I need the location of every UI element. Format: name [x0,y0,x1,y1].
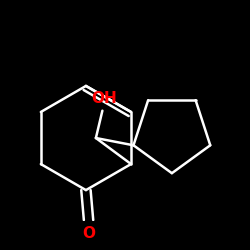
Text: OH: OH [91,91,117,106]
Text: O: O [82,226,95,241]
